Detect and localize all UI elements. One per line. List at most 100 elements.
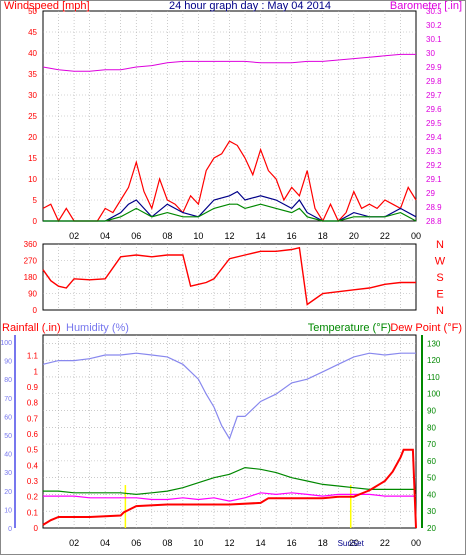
humidity-y-tick-label: 0 xyxy=(8,526,12,533)
temperature-y-tick-label: 80 xyxy=(427,423,436,432)
barometer-y-tick-label: 28.9 xyxy=(426,203,442,212)
climate-x-tick-label: 12 xyxy=(224,538,234,548)
rainfall-axis-title: Rainfall (.in) xyxy=(2,322,61,334)
barometer-y-tick-label: 29.1 xyxy=(426,175,442,184)
humidity-y-tick-label: 90 xyxy=(4,359,12,366)
temperature-y-tick-label: 70 xyxy=(427,440,436,449)
barometer-y-tick-label: 29.6 xyxy=(426,105,442,114)
rain-y-tick-label: 0.2 xyxy=(27,493,39,502)
barometer-y-tick-label: 28.8 xyxy=(426,217,442,226)
barometer-line xyxy=(42,53,416,72)
dew-point-line xyxy=(43,492,416,502)
direction-y-tick-label: 0 xyxy=(33,306,38,315)
temperature-y-tick-label: 130 xyxy=(427,339,441,348)
barometer-axis-title: Barometer [.in] xyxy=(390,0,462,12)
barometer-y-tick-label: 29.3 xyxy=(426,147,442,156)
compass-label: N xyxy=(436,239,444,251)
temperature-y-tick-label: 60 xyxy=(427,457,436,466)
wind-x-tick-label: 10 xyxy=(193,231,203,241)
climate-x-tick-label: 18 xyxy=(318,538,328,548)
compass-label: W xyxy=(435,256,446,268)
climate-x-tick-label: 20 xyxy=(349,538,359,548)
humidity-y-tick-label: 20 xyxy=(4,489,12,496)
humidity-y-tick-label: 30 xyxy=(4,470,12,477)
wind-x-tick-label: 08 xyxy=(162,231,172,241)
temperature-y-tick-label: 40 xyxy=(427,490,436,499)
wind-y-tick-label: 50 xyxy=(28,7,37,16)
wind-x-tick-label: 00 xyxy=(411,231,421,241)
direction-y-tick-label: 270 xyxy=(24,257,38,266)
humidity-line xyxy=(42,352,416,441)
wind-direction-line xyxy=(42,246,416,306)
climate-x-tick-label: 22 xyxy=(380,538,390,548)
temperature-y-tick-label: 20 xyxy=(427,524,436,533)
rain-y-tick-label: 0.5 xyxy=(27,446,39,455)
climate-x-tick-label: 16 xyxy=(287,538,297,548)
compass-label: E xyxy=(436,289,443,301)
humidity-y-tick-label: 100 xyxy=(0,340,12,347)
wind-x-tick-label: 16 xyxy=(287,231,297,241)
wind-y-tick-label: 0 xyxy=(33,217,38,226)
rainfall-line xyxy=(42,448,417,529)
wind-y-tick-label: 15 xyxy=(28,154,37,163)
wind-y-tick-label: 45 xyxy=(28,28,37,37)
barometer-y-tick-label: 29.5 xyxy=(426,119,442,128)
wind-x-tick-label: 04 xyxy=(100,231,110,241)
wind-y-tick-label: 20 xyxy=(28,133,37,142)
rain-y-tick-label: 0.4 xyxy=(27,461,39,470)
rain-y-tick-label: 0.8 xyxy=(27,399,39,408)
temperature-y-tick-label: 110 xyxy=(427,373,440,382)
wind-x-tick-label: 02 xyxy=(69,231,79,241)
wind-x-tick-label: 06 xyxy=(131,231,141,241)
barometer-y-tick-label: 29.7 xyxy=(426,91,442,100)
barometer-y-tick-label: 29.4 xyxy=(426,133,442,142)
wind-y-tick-label: 35 xyxy=(28,70,37,79)
rain-y-tick-label: 0 xyxy=(34,524,39,533)
humidity-y-tick-label: 60 xyxy=(4,414,12,421)
humidity-y-tick-label: 70 xyxy=(4,396,12,403)
wind-x-tick-label: 14 xyxy=(256,231,266,241)
direction-y-tick-label: 360 xyxy=(24,240,38,249)
humidity-y-tick-label: 10 xyxy=(4,507,12,514)
temperature-y-tick-label: 30 xyxy=(427,507,436,516)
temperature-y-tick-label: 100 xyxy=(427,390,441,399)
rain-y-tick-label: 0.3 xyxy=(27,477,39,486)
wind-y-tick-label: 40 xyxy=(28,49,37,58)
rain-y-tick-label: 0.9 xyxy=(27,383,39,392)
humidity-y-tick-label: 40 xyxy=(4,452,12,459)
temperature-y-tick-label: 50 xyxy=(427,474,436,483)
rain-y-tick-label: 0.6 xyxy=(27,430,39,439)
wind-x-tick-label: 20 xyxy=(349,231,359,241)
barometer-y-tick-label: 29.9 xyxy=(426,63,442,72)
wind-y-tick-label: 10 xyxy=(28,175,37,184)
barometer-y-tick-label: 29.8 xyxy=(426,77,442,86)
climate-x-tick-label: 10 xyxy=(193,538,203,548)
wind-x-tick-label: 12 xyxy=(224,231,234,241)
compass-label: S xyxy=(436,272,443,284)
barometer-y-tick-label: 30.2 xyxy=(426,21,442,30)
rain-y-tick-label: 1.1 xyxy=(27,352,39,361)
wind-y-tick-label: 25 xyxy=(28,112,37,121)
humidity-y-tick-label: 50 xyxy=(4,433,12,440)
rain-y-tick-label: 0.1 xyxy=(27,508,39,517)
climate-x-tick-label: 02 xyxy=(69,538,79,548)
barometer-y-tick-label: 29 xyxy=(426,189,435,198)
wind-average-line xyxy=(43,203,417,222)
temperature-line xyxy=(43,466,416,496)
wind-axis-title: Windspeed [mph] xyxy=(4,0,90,12)
climate-x-tick-label: 06 xyxy=(131,538,141,548)
climate-x-tick-label: 04 xyxy=(100,538,110,548)
barometer-y-tick-label: 30.1 xyxy=(426,35,442,44)
humidity-y-tick-label: 80 xyxy=(4,377,12,384)
wind-chart-title: 24 hour graph day : May 04 2014 xyxy=(169,0,331,12)
barometer-y-tick-label: 29.2 xyxy=(426,161,442,170)
wind-speed-line xyxy=(43,190,417,222)
rain-y-tick-label: 1 xyxy=(34,367,39,376)
direction-y-tick-label: 90 xyxy=(28,290,37,299)
wind-x-tick-label: 18 xyxy=(318,231,328,241)
direction-y-tick-label: 180 xyxy=(24,273,38,282)
wind-x-tick-label: 22 xyxy=(380,231,390,241)
humidity-axis-title: Humidity (%) xyxy=(66,322,129,334)
